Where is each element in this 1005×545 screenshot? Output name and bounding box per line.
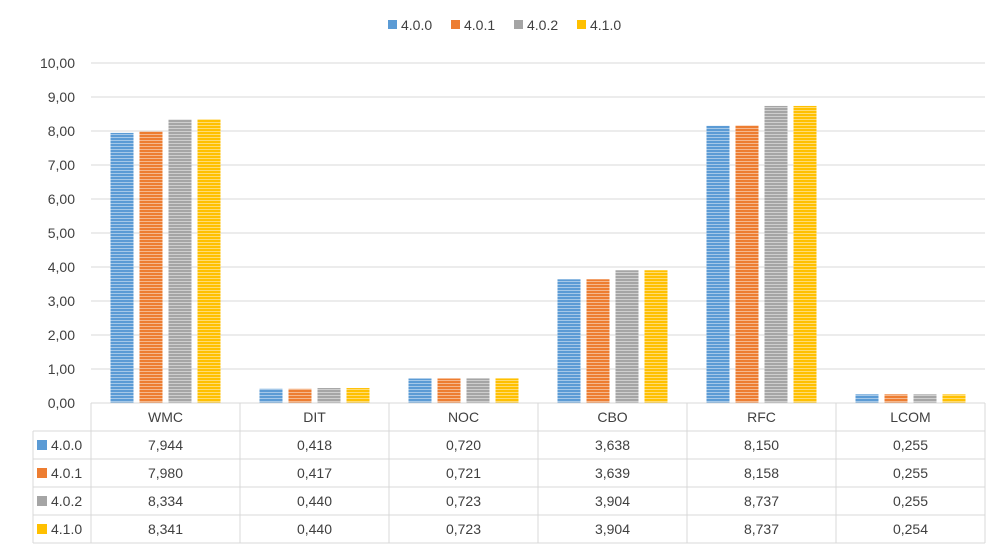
- table-cell-value: 8,150: [744, 437, 779, 453]
- table-cell-value: 3,638: [595, 437, 630, 453]
- legend: 4.0.0 4.0.1 4.0.2 4.1.0: [388, 17, 621, 33]
- bar-texture: [884, 394, 908, 403]
- table-cell-value: 7,944: [148, 437, 183, 453]
- y-tick-label: 10,00: [40, 55, 75, 71]
- table-cell-value: 0,417: [297, 465, 332, 481]
- bar-texture: [495, 378, 519, 403]
- bar-texture: [913, 394, 937, 403]
- y-tick-label: 1,00: [48, 361, 75, 377]
- table-cell-value: 8,737: [744, 493, 779, 509]
- table-legend-key: [37, 496, 47, 506]
- table-legend-key: [37, 468, 47, 478]
- y-tick-label: 3,00: [48, 293, 75, 309]
- table-cell-value: 0,723: [446, 493, 481, 509]
- x-category-label: DIT: [303, 409, 326, 425]
- bar-texture: [615, 270, 639, 403]
- data-table: WMC DIT NOC CBO RFC LCOM 4.0.0 7,944 0,418 0,720 3…: [32, 402, 986, 544]
- bar-texture: [855, 394, 879, 403]
- table-cell-value: 0,723: [446, 521, 481, 537]
- y-tick-label: 5,00: [48, 225, 75, 241]
- bar-texture: [706, 125, 730, 404]
- y-tick-label: 2,00: [48, 327, 75, 343]
- legend-label: 4.0.1: [464, 17, 495, 33]
- bar-texture: [346, 388, 370, 403]
- bar-texture: [586, 279, 610, 403]
- bar-texture: [259, 388, 283, 403]
- bar-texture: [644, 270, 668, 403]
- table-cell-value: 7,980: [148, 465, 183, 481]
- y-tick-label: 4,00: [48, 259, 75, 275]
- bar-texture: [557, 279, 581, 403]
- y-tick-label: 9,00: [48, 89, 75, 105]
- table-cell-value: 0,721: [446, 465, 481, 481]
- bar-texture: [197, 119, 221, 403]
- gridlines: [91, 62, 985, 370]
- bar-texture: [735, 125, 759, 404]
- y-tick-label: 6,00: [48, 191, 75, 207]
- table-cell-value: 0,254: [893, 521, 928, 537]
- table-series-name: 4.0.1: [51, 465, 82, 481]
- table-cell-value: 8,158: [744, 465, 779, 481]
- table-cell-value: 8,737: [744, 521, 779, 537]
- x-category-label: CBO: [597, 409, 627, 425]
- bar-texture: [139, 131, 163, 403]
- bar-texture: [793, 105, 817, 403]
- bar-texture: [168, 119, 192, 404]
- legend-key: [514, 20, 523, 29]
- x-category-label: NOC: [448, 409, 479, 425]
- x-category-label: LCOM: [890, 409, 930, 425]
- table-cell-value: 0,720: [446, 437, 481, 453]
- bar-texture: [437, 378, 461, 403]
- bar-texture: [408, 378, 432, 403]
- y-tick-label: 7,00: [48, 157, 75, 173]
- legend-key: [388, 20, 397, 29]
- table-legend-key: [37, 524, 47, 534]
- bar-texture: [110, 132, 134, 404]
- table-cell-value: 3,904: [595, 493, 630, 509]
- bar-texture: [288, 388, 312, 403]
- table-cell-value: 3,904: [595, 521, 630, 537]
- table-cell-value: 8,341: [148, 521, 183, 537]
- table-cell-value: 0,440: [297, 493, 332, 509]
- y-axis: 0,00 1,00 2,00 3,00 4,00 5,00 6,00 7,00 8,00 9,00…: [40, 55, 75, 411]
- table-series-name: 4.0.0: [51, 437, 82, 453]
- legend-label: 4.0.2: [527, 17, 558, 33]
- legend-label: 4.1.0: [590, 17, 621, 33]
- table-cell-value: 8,334: [148, 493, 183, 509]
- legend-key: [577, 20, 586, 29]
- x-category-label: RFC: [747, 409, 776, 425]
- bars: [110, 105, 966, 404]
- table-cell-value: 0,440: [297, 521, 332, 537]
- x-category-label: WMC: [148, 409, 183, 425]
- bar-texture: [317, 388, 341, 403]
- legend-label: 4.0.0: [401, 17, 432, 33]
- y-tick-label: 0,00: [48, 395, 75, 411]
- table-cell-value: 3,639: [595, 465, 630, 481]
- table-cell-value: 0,418: [297, 437, 332, 453]
- table-cell-value: 0,255: [893, 437, 928, 453]
- table-series-name: 4.1.0: [51, 521, 82, 537]
- y-tick-label: 8,00: [48, 123, 75, 139]
- table-series-name: 4.0.2: [51, 493, 82, 509]
- table-cell-value: 0,255: [893, 493, 928, 509]
- legend-key: [451, 20, 460, 29]
- bar-texture: [466, 378, 490, 403]
- table-cell-value: 0,255: [893, 465, 928, 481]
- bar-texture: [764, 105, 788, 403]
- table-legend-key: [37, 440, 47, 450]
- bar-texture: [942, 394, 966, 403]
